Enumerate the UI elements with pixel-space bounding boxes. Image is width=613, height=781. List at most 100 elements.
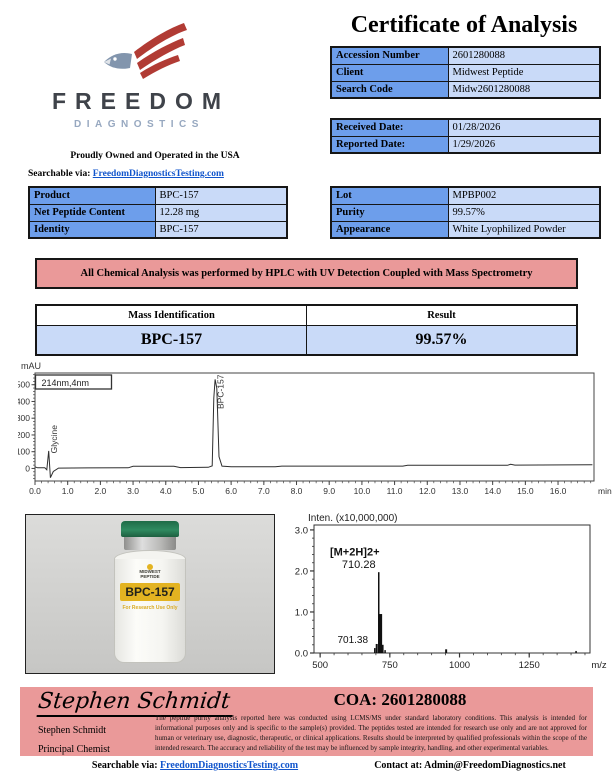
mass-identification-table: Mass Identification Result BPC-157 99.57… — [35, 304, 578, 356]
result-value: 99.57% — [306, 324, 578, 356]
signer-name: Stephen Schmidt — [38, 725, 107, 736]
svg-text:400: 400 — [18, 396, 30, 406]
vial-brand-top: MIDWEST — [139, 569, 161, 575]
table-row: Purity 99.57% — [330, 203, 601, 222]
vial-shoulder — [114, 550, 186, 559]
svg-text:min: min — [598, 486, 612, 496]
field-label: Identity — [28, 220, 156, 239]
field-value: Midw2601280088 — [447, 80, 601, 99]
page-title: Certificate of Analysis — [350, 12, 578, 38]
brand-name: FREEDOM — [52, 88, 230, 114]
vial-brand-logo: MIDWEST PEPTIDE — [115, 559, 185, 580]
field-value: BPC-157 — [154, 186, 288, 205]
field-value: Midwest Peptide — [447, 63, 601, 82]
lot-table: Lot MPBP002 Purity 99.57% Appearance White … — [330, 186, 601, 239]
table-row: Appearance White Lyophilized Powder — [330, 220, 601, 239]
mass-identification-header: Mass Identification — [35, 304, 307, 326]
svg-text:10.0: 10.0 — [354, 486, 371, 496]
footer-contact: Contact at: Admin@FreedomDiagnostics.net — [374, 760, 566, 771]
signer-role: Principal Chemist — [38, 744, 110, 755]
brand-tagline: Proudly Owned and Operated in the USA — [70, 151, 240, 161]
vial-product-name: BPC-157 — [120, 583, 180, 601]
field-label: Accession Number — [330, 46, 449, 65]
svg-text:1000: 1000 — [449, 660, 470, 671]
field-label: Appearance — [330, 220, 449, 239]
searchable-link[interactable]: FreedomDiagnosticsTesting.com — [92, 169, 224, 179]
svg-text:701.38: 701.38 — [337, 635, 368, 646]
field-value: 2601280088 — [447, 46, 601, 65]
svg-text:500: 500 — [18, 380, 30, 390]
svg-text:7.0: 7.0 — [258, 486, 270, 496]
table-row: Client Midwest Peptide — [330, 63, 601, 82]
accession-table: Accession Number 2601280088 Client Midwest… — [330, 46, 601, 99]
footer-searchable: Searchable via: FreedomDiagnosticsTestin… — [45, 760, 345, 771]
svg-text:[M+2H]2+: [M+2H]2+ — [330, 546, 380, 558]
mass-spectrum-chart: Inten. (x10,000,000) 500 750 1000 1250 m/z 0.0… — [295, 513, 607, 671]
svg-text:6.0: 6.0 — [225, 486, 237, 496]
table-row: Net Peptide Content 12.28 mg — [28, 203, 288, 222]
svg-text:14.0: 14.0 — [484, 486, 501, 496]
svg-text:mAU: mAU — [21, 361, 41, 371]
svg-text:13.0: 13.0 — [452, 486, 469, 496]
svg-text:12.0: 12.0 — [419, 486, 436, 496]
product-table: Product BPC-157 Net Peptide Content 12.28 … — [28, 186, 288, 239]
signature-block: Stephen Schmidt Stephen Schmidt Principa… — [20, 687, 593, 756]
field-value: White Lyophilized Powder — [447, 220, 601, 239]
vial: MIDWEST PEPTIDE BPC-157 For Research Use… — [111, 521, 189, 673]
field-value: 12.28 mg — [154, 203, 288, 222]
field-value: BPC-157 — [154, 220, 288, 239]
field-value: 01/28/2026 — [447, 118, 601, 137]
field-label: Search Code — [330, 80, 449, 99]
table-row: Search Code Midw2601280088 — [330, 80, 601, 99]
svg-text:750: 750 — [382, 660, 398, 671]
mass-identification-value: BPC-157 — [35, 324, 307, 356]
svg-text:710.28: 710.28 — [342, 559, 376, 571]
field-value: 1/29/2026 — [447, 135, 601, 154]
field-label: Client — [330, 63, 449, 82]
table-row: Identity BPC-157 — [28, 220, 288, 239]
svg-text:1.0: 1.0 — [295, 607, 308, 618]
svg-text:214nm,4nm: 214nm,4nm — [42, 378, 90, 388]
svg-text:BPC-157: BPC-157 — [216, 374, 226, 409]
hplc-chromatogram-chart: 0.0 1.0 2.0 3.0 4.0 5.0 6.0 7.0 8.0 9.0 10.0 11.0 12… — [18, 361, 612, 496]
eagle-logo-icon — [104, 23, 187, 79]
svg-text:8.0: 8.0 — [291, 486, 303, 496]
field-value: MPBP002 — [447, 186, 601, 205]
vial-cap — [121, 521, 179, 537]
svg-text:Inten. (x10,000,000): Inten. (x10,000,000) — [308, 513, 398, 524]
table-row: Reported Date: 1/29/2026 — [330, 135, 601, 154]
table-row: Received Date: 01/28/2026 — [330, 118, 601, 137]
coa-number: COA: 2601280088 — [333, 690, 467, 709]
field-label: Product — [28, 186, 156, 205]
brand-subtitle: DIAGNOSTICS — [74, 119, 204, 130]
svg-text:500: 500 — [312, 660, 328, 671]
field-label: Received Date: — [330, 118, 449, 137]
searchable-label: Searchable via: — [28, 169, 91, 179]
vial-label: MIDWEST PEPTIDE BPC-157 For Research Use… — [114, 559, 186, 663]
footer-searchable-label: Searchable via: — [91, 760, 158, 771]
svg-text:5.0: 5.0 — [193, 486, 205, 496]
vial-photo: MIDWEST PEPTIDE BPC-157 For Research Use… — [25, 514, 275, 674]
svg-text:3.0: 3.0 — [295, 525, 308, 536]
svg-text:16.0: 16.0 — [550, 486, 567, 496]
svg-text:200: 200 — [18, 430, 30, 440]
footer-searchable-link[interactable]: FreedomDiagnosticsTesting.com — [160, 760, 299, 771]
svg-text:15.0: 15.0 — [517, 486, 534, 496]
svg-text:0: 0 — [25, 463, 30, 473]
vial-brand-bottom: PEPTIDE — [140, 574, 160, 580]
field-label: Purity — [330, 203, 449, 222]
field-label: Net Peptide Content — [28, 203, 156, 222]
svg-text:3.0: 3.0 — [127, 486, 139, 496]
svg-text:300: 300 — [18, 413, 30, 423]
svg-text:0.0: 0.0 — [295, 649, 308, 660]
table-row: BPC-157 99.57% — [35, 324, 578, 356]
svg-text:11.0: 11.0 — [387, 486, 403, 496]
field-label: Reported Date: — [330, 135, 449, 154]
svg-text:m/z: m/z — [591, 660, 607, 671]
svg-text:2.0: 2.0 — [94, 486, 106, 496]
field-label: Lot — [330, 186, 449, 205]
signature: Stephen Schmidt — [36, 689, 236, 717]
vial-brand-icon — [146, 564, 153, 570]
result-header: Result — [306, 304, 578, 326]
